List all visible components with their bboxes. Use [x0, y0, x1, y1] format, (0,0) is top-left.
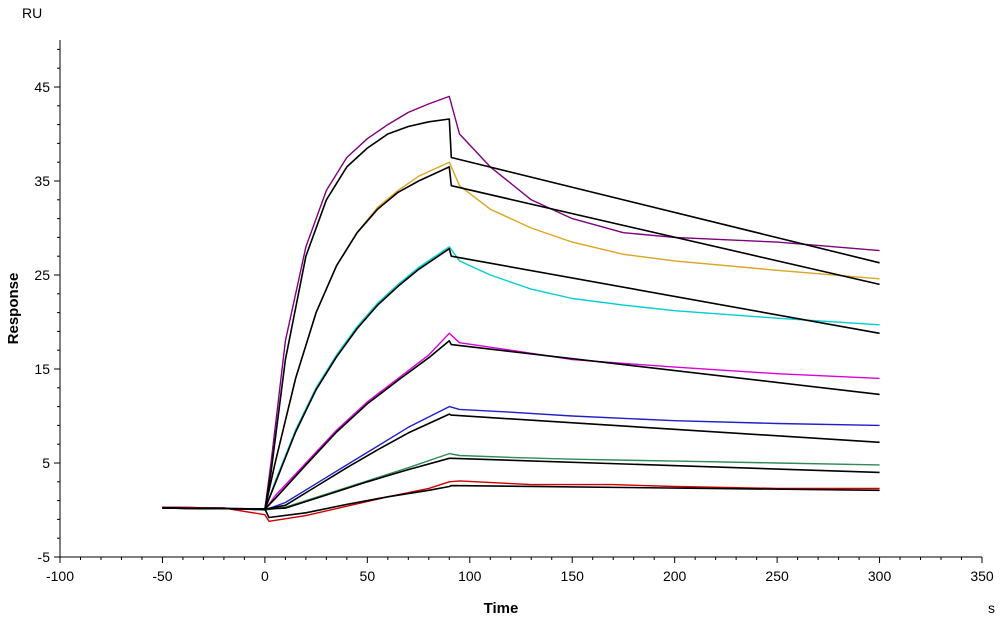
y-tick-label: 35	[34, 173, 50, 189]
fit-curve-12	[162, 457, 880, 510]
x-unit-label: s	[988, 600, 995, 616]
x-tick-label: 150	[561, 568, 585, 584]
y-unit-label: RU	[22, 5, 42, 21]
measured-curve-0	[162, 95, 880, 510]
x-tick-label: 250	[765, 568, 789, 584]
y-tick-label: -5	[38, 549, 51, 565]
y-tick-label: 15	[34, 361, 50, 377]
y-tick-label: 25	[34, 267, 50, 283]
measured-curve-6	[162, 480, 880, 522]
fit-curve-11	[162, 413, 880, 510]
x-tick-label: -100	[46, 568, 74, 584]
fit-curve-10	[162, 340, 880, 510]
y-tick-label: 45	[34, 79, 50, 95]
x-tick-label: 50	[360, 568, 376, 584]
fit-curve-7	[162, 118, 880, 510]
x-tick-label: 300	[868, 568, 892, 584]
y-tick-label: 5	[42, 455, 50, 471]
x-axis-title: Time	[484, 600, 519, 617]
x-tick-label: 100	[458, 568, 482, 584]
x-tick-label: 0	[261, 568, 269, 584]
x-tick-label: -50	[152, 568, 172, 584]
axes: -100 -50 0 50 100 150 200 250 300 350 -5 5 15 25 35 45	[34, 40, 994, 584]
fit-curve-8	[162, 166, 880, 510]
x-tick-label: 350	[970, 568, 994, 584]
plot-lines	[162, 95, 880, 522]
x-tick-label: 200	[663, 568, 687, 584]
fit-curve-13	[162, 484, 880, 519]
fit-curve-9	[162, 247, 880, 510]
y-axis-title: Response	[5, 273, 22, 345]
